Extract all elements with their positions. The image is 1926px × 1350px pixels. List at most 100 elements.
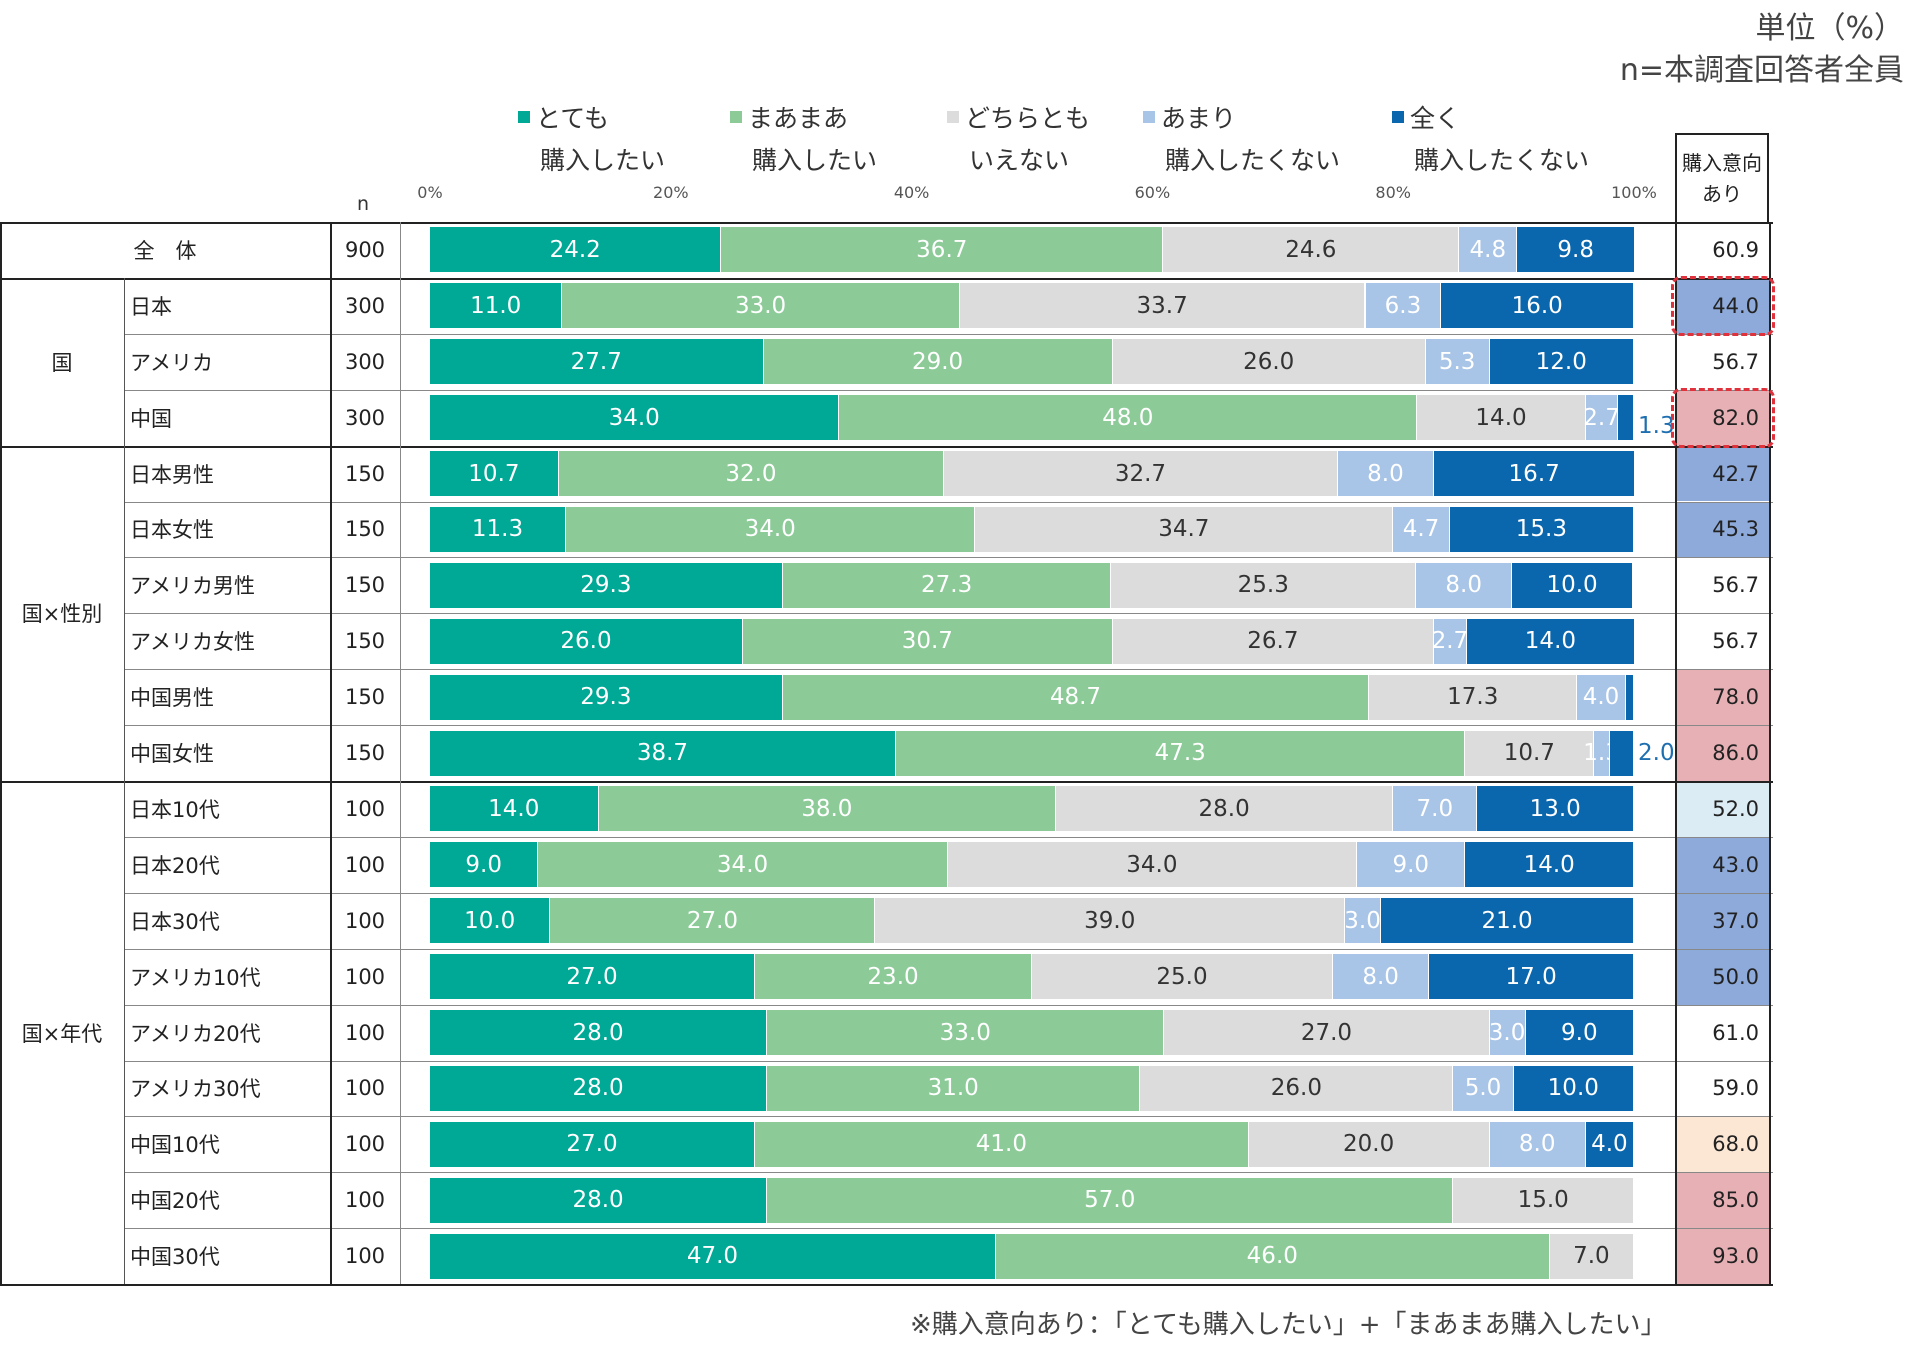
intent-header-line-1: 購入意向 (1682, 150, 1762, 175)
bar-segment: 10.0 (1513, 1065, 1633, 1111)
bar-value-label: 3.0 (1488, 1019, 1526, 1046)
row-label: 日本30代 (130, 909, 220, 934)
row-divider (124, 1116, 1773, 1118)
bar-segment: 34.0 (538, 842, 947, 888)
legend-label: まあまあ (748, 104, 849, 133)
bar-value-label: 33.7 (1136, 292, 1188, 319)
bar-segment: 24.6 (1163, 227, 1459, 273)
bar-value-label: 34.0 (608, 404, 660, 431)
legend-item: まあまあ購入したい (730, 98, 877, 182)
bar-value-label: 28.0 (1198, 795, 1250, 822)
bar-value-label: 17.3 (1447, 684, 1499, 711)
bar-value-label: 2.7 (1431, 628, 1469, 655)
bar-value-label: 7.0 (1416, 795, 1454, 822)
bar-value-label: 31.0 (927, 1075, 979, 1102)
bar-value-label: 27.7 (570, 348, 622, 375)
bar-segment: 14.0 (1466, 618, 1635, 664)
bar-value-label: 34.0 (1126, 851, 1178, 878)
bar-segment: 28.0 (1056, 786, 1393, 832)
bar-segment: 34.7 (975, 506, 1393, 552)
row-label: アメリカ20代 (130, 1021, 261, 1046)
bar-segment: 29.3 (430, 562, 782, 608)
bar-segment: 28.0 (430, 1010, 767, 1056)
x-tick-label: 20% (653, 183, 689, 202)
bar-segment: 34.0 (947, 842, 1357, 888)
bar-value-label: 11.3 (471, 516, 524, 543)
row-label: 中国30代 (130, 1245, 220, 1270)
bar-segment: 28.0 (430, 1065, 767, 1111)
bar-segment: 15.3 (1449, 506, 1633, 552)
bar-value-label: 28.0 (572, 1075, 624, 1102)
intent-value: 61.0 (1712, 1020, 1759, 1045)
bar-segment: 27.0 (1164, 1010, 1489, 1056)
bar-segment: 29.3 (430, 674, 782, 720)
bar-value-label: 29.3 (580, 572, 632, 599)
row-divider (124, 948, 1773, 950)
bar-value-label: 47.3 (1154, 740, 1206, 767)
x-tick-label: 40% (893, 183, 930, 202)
row-divider (124, 333, 1773, 335)
bar-value-label: 29.0 (911, 348, 964, 375)
bar-value-label: 32.0 (725, 460, 777, 487)
column-divider (1675, 222, 1677, 1285)
bar-value-label: 13.0 (1529, 795, 1581, 822)
bar-value-label: 26.0 (560, 628, 612, 655)
bar-segment: 31.0 (767, 1065, 1140, 1111)
x-tick-label: 0% (417, 183, 443, 202)
n-value: 300 (344, 405, 386, 430)
bar-value-label: 10.0 (1547, 1075, 1599, 1102)
bar-segment: 32.7 (944, 451, 1337, 497)
bar-segment: 20.0 (1248, 1121, 1489, 1167)
row-divider (0, 277, 1773, 280)
bar-value-label: 14.0 (1475, 404, 1527, 431)
row-divider (124, 1228, 1773, 1230)
bar-segment: 14.0 (430, 786, 598, 832)
bar-value-label: 8.0 (1367, 460, 1404, 487)
bar-segment: 2.7 (1583, 395, 1620, 441)
bar-segment: 16.0 (1441, 283, 1633, 329)
bar-value-label: 48.0 (1102, 404, 1154, 431)
n-value: 100 (344, 964, 386, 989)
intent-value: 56.7 (1712, 629, 1759, 654)
bar-segment: 10.0 (430, 898, 550, 944)
bar-value-label: 24.6 (1285, 236, 1337, 263)
bar-segment: 38.7 (430, 730, 895, 776)
legend-label: 購入したい (540, 146, 666, 175)
legend-label: あまり (1161, 104, 1237, 133)
bar-value-label: 34.7 (1158, 516, 1210, 543)
bar-value-label: 17.0 (1505, 963, 1557, 990)
row-label: 中国男性 (130, 686, 214, 711)
column-divider (1769, 222, 1771, 1285)
x-tick-label: 60% (1134, 183, 1171, 202)
intent-value: 56.7 (1712, 349, 1759, 374)
column-divider (330, 222, 332, 1285)
bar-segment: 5.3 (1425, 339, 1489, 385)
bar-value-label: 9.8 (1557, 236, 1594, 263)
bar-value-label: 2.0 (1638, 740, 1675, 767)
column-divider (0, 222, 2, 1285)
n-value: 300 (344, 349, 386, 374)
bar-value-label: 34.0 (716, 851, 769, 878)
bar-value-label: 5.3 (1438, 348, 1476, 375)
legend-label: 購入したい (752, 146, 878, 175)
n-value: 150 (344, 517, 386, 542)
bar-value-label: 25.0 (1156, 963, 1208, 990)
bar-segment: 4.0 (1577, 674, 1625, 720)
bar-value-label: 27.0 (1300, 1019, 1353, 1046)
bar-value-label: 24.2 (549, 236, 601, 263)
bar-segment: 26.0 (430, 618, 743, 664)
bar-segment: 9.0 (1525, 1010, 1633, 1056)
bar-value-label: 28.0 (572, 1187, 624, 1214)
bar-value-label: 30.7 (901, 628, 953, 655)
bar-segment: 29.0 (763, 339, 1112, 385)
n-value: 150 (344, 573, 386, 598)
row-divider (124, 669, 1773, 671)
bar-value-label: 10.7 (1503, 740, 1555, 767)
bar-value-label: 9.0 (1561, 1019, 1598, 1046)
group-label: 国×年代 (21, 1021, 103, 1046)
bar-segment: 27.7 (430, 339, 763, 385)
n-value: 100 (344, 1244, 386, 1269)
n-value: 100 (344, 1020, 386, 1045)
bar-value-label: 2.7 (1583, 404, 1620, 431)
bar-segment: 41.0 (755, 1121, 1248, 1167)
